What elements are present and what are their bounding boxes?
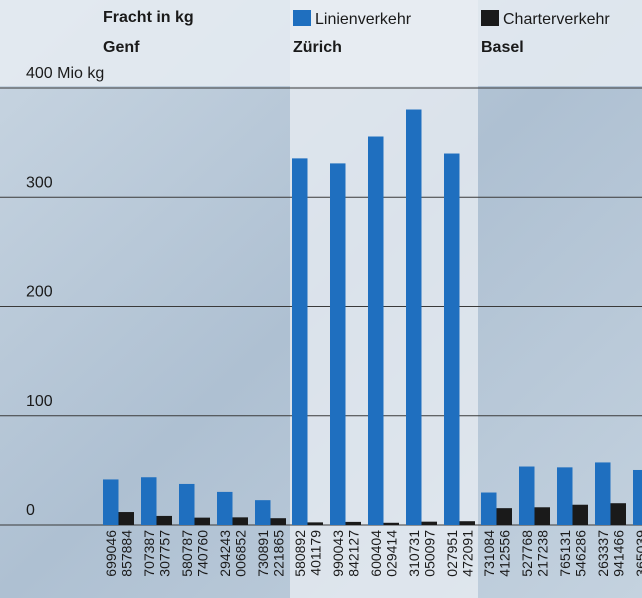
bar: [368, 137, 384, 525]
legend-swatch: [481, 10, 499, 26]
value-label: 699046: [103, 530, 119, 577]
bar: [595, 462, 611, 525]
bar: [217, 492, 233, 525]
bar: [406, 110, 422, 525]
value-label: 029414: [383, 530, 399, 577]
bar: [308, 522, 324, 525]
value-label: 546286: [572, 530, 588, 577]
value-label: 941466: [610, 530, 626, 577]
bar: [271, 518, 287, 525]
y-tick-label: 0: [26, 502, 35, 519]
value-label: 006852: [232, 530, 248, 577]
bar: [292, 158, 308, 525]
legend-label: Linienverkehr: [315, 11, 412, 28]
group-label: Genf: [103, 39, 140, 56]
bar: [119, 512, 135, 525]
value-label: 600404: [368, 530, 384, 577]
bar: [557, 467, 573, 525]
y-tick-label: 100: [26, 393, 53, 410]
value-label: 412556: [496, 530, 512, 577]
bar: [141, 477, 157, 525]
value-label: 857884: [118, 530, 134, 577]
value-label: 527768: [519, 530, 535, 577]
value-label: 472091: [459, 530, 475, 577]
bar: [255, 500, 271, 525]
bar: [535, 507, 551, 525]
bar: [330, 163, 346, 525]
bar: [179, 484, 195, 525]
bar: [573, 505, 589, 525]
legend-swatch: [293, 10, 311, 26]
bar: [157, 516, 173, 525]
value-label: 217238: [534, 530, 550, 577]
bar: [611, 503, 627, 525]
bar: [460, 521, 476, 525]
value-label: 050097: [421, 530, 437, 577]
value-label: 580787: [179, 530, 195, 577]
bar: [384, 523, 400, 525]
group-label: Basel: [481, 39, 524, 56]
group-label: Zürich: [293, 39, 342, 56]
bar: [103, 479, 119, 525]
value-label: 310731: [406, 530, 422, 577]
value-label: 707387: [141, 530, 157, 577]
bar: [422, 522, 438, 525]
value-label: 765131: [557, 530, 573, 577]
y-tick-label: 200: [26, 284, 53, 301]
bar: [233, 517, 249, 525]
value-label: 731084: [481, 530, 497, 577]
value-label: 580892: [292, 530, 308, 577]
value-label: 221865: [270, 530, 286, 577]
value-label: 365039: [633, 530, 642, 577]
value-label: 990043: [330, 530, 346, 577]
y-tick-label: 400 Mio kg: [26, 65, 104, 82]
bar: [519, 467, 535, 525]
bar: [195, 518, 211, 525]
bar: [481, 493, 497, 525]
value-label: 401179: [307, 530, 323, 576]
chart: Fracht in kg Genf Zürich Basel 0 100 200 30…: [0, 0, 642, 598]
chart-title: Fracht in kg: [103, 9, 194, 26]
bar: [346, 522, 362, 525]
value-label: 842127: [345, 530, 361, 577]
legend-label: Charterverkehr: [503, 11, 610, 28]
bar: [444, 154, 460, 525]
value-label: 294243: [217, 530, 233, 577]
value-label: 307757: [156, 530, 172, 577]
value-label: 027951: [444, 530, 460, 577]
y-tick-label: 300: [26, 174, 53, 191]
value-label: 740760: [194, 530, 210, 577]
value-label: 263337: [595, 530, 611, 577]
bar: [633, 470, 642, 525]
bar: [497, 508, 513, 525]
value-label: 730891: [255, 530, 271, 577]
